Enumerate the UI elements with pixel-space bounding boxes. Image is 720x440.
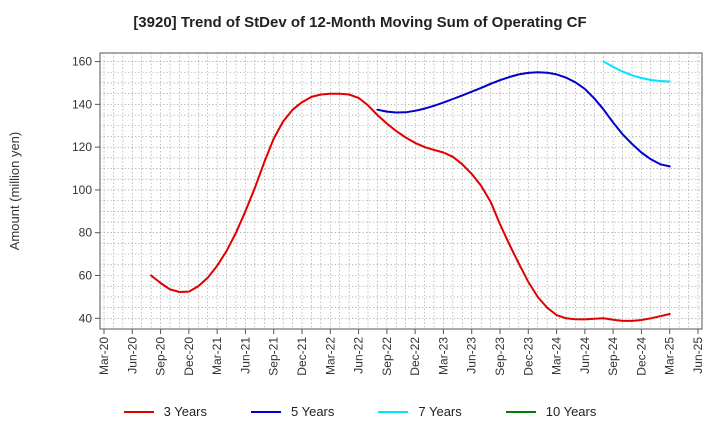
legend-item-7-years: 7 Years — [378, 404, 462, 419]
x-tick-label: Mar-21 — [210, 337, 224, 375]
chart-title: [3920] Trend of StDev of 12-Month Moving… — [133, 14, 587, 31]
x-tick-label: Sep-21 — [267, 337, 281, 376]
x-tick-label: Jun-20 — [125, 337, 139, 374]
y-tick-label: 40 — [79, 311, 93, 325]
series-line-5-years — [376, 71, 671, 168]
plot-border — [99, 52, 703, 330]
x-tick-label: Jun-24 — [578, 337, 592, 374]
y-tick-label: 140 — [72, 97, 92, 111]
x-tick-label: Sep-20 — [154, 337, 168, 376]
x-tick-label: Jun-22 — [352, 337, 366, 374]
legend-label: 10 Years — [545, 404, 597, 419]
legend-swatch — [378, 410, 409, 413]
legend-label: 5 Years — [291, 404, 335, 419]
x-tick-label: Sep-24 — [606, 337, 620, 376]
x-tick-label: Jun-25 — [691, 337, 705, 374]
legend-swatch — [123, 410, 154, 413]
x-tick-label: Dec-21 — [295, 337, 309, 376]
x-tick-label: Dec-23 — [521, 337, 535, 376]
x-axis-ticks: Mar-20 Jun-20 Sep-20 Dec-20 Mar-21 Jun-21 Sep-… — [97, 329, 705, 376]
x-tick-label: Mar-22 — [323, 337, 337, 375]
x-tick-label: Mar-23 — [436, 337, 450, 375]
y-axis-ticks: 40 60 80 100 120 140 160 — [72, 55, 100, 325]
legend-item-10-years: 10 Years — [505, 404, 597, 419]
series-layer — [150, 60, 671, 322]
y-tick-label: 160 — [72, 55, 92, 69]
x-tick-label: Mar-25 — [663, 337, 677, 375]
y-tick-label: 120 — [72, 140, 92, 154]
legend-label: 3 Years — [163, 404, 207, 419]
y-axis-label: Amount (million yen) — [7, 132, 22, 251]
x-tick-label: Mar-20 — [97, 337, 111, 375]
legend-label: 7 Years — [418, 404, 462, 419]
x-tick-label: Dec-20 — [182, 337, 196, 376]
series-line-7-years — [602, 60, 671, 83]
y-tick-label: 60 — [79, 269, 93, 283]
legend-item-3-years: 3 Years — [123, 404, 207, 419]
y-tick-label: 100 — [72, 183, 92, 197]
legend-item-5-years: 5 Years — [251, 404, 334, 419]
x-tick-label: Sep-23 — [493, 337, 507, 376]
legend-swatch — [505, 410, 536, 413]
y-tick-label: 80 — [79, 226, 93, 240]
x-tick-label: Dec-22 — [408, 337, 422, 376]
grid — [100, 53, 702, 329]
x-tick-label: Jun-23 — [465, 337, 479, 374]
x-tick-label: Jun-21 — [238, 337, 252, 374]
x-tick-label: Sep-22 — [380, 337, 394, 376]
series-line-3-years — [150, 92, 671, 322]
x-tick-label: Dec-24 — [634, 337, 648, 376]
x-tick-label: Mar-24 — [550, 337, 564, 375]
legend: 3 Years 5 Years 7 Years 10 Years — [0, 404, 720, 419]
legend-swatch — [251, 410, 281, 413]
